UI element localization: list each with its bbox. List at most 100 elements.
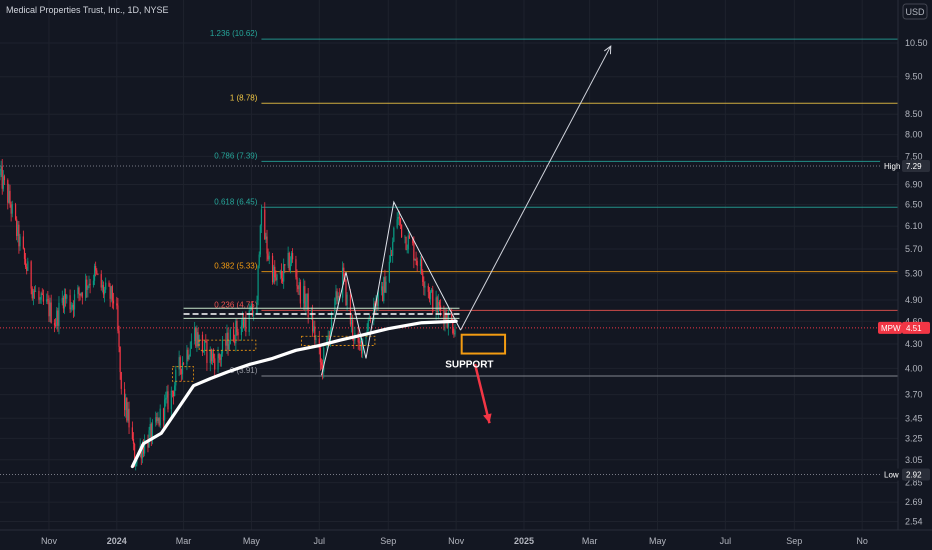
candle-body — [134, 443, 136, 467]
candle-body — [135, 463, 137, 467]
candle-body — [7, 180, 9, 203]
candle-body — [414, 259, 416, 261]
candle-body — [78, 287, 80, 294]
time-tick-label: Sep — [786, 536, 802, 546]
candle-body — [85, 279, 87, 298]
candle-body — [17, 224, 19, 236]
candle-body — [454, 330, 456, 335]
bearish-arrow-head — [483, 413, 492, 424]
candle-body — [388, 261, 390, 282]
candle-body — [131, 427, 133, 439]
candle-body — [0, 166, 2, 172]
candle-body — [92, 280, 95, 285]
candle-body — [46, 299, 48, 302]
candle-body — [205, 340, 207, 342]
candle-body — [155, 417, 157, 423]
candle-body — [438, 302, 441, 306]
high-tag-bg — [880, 159, 902, 172]
grid — [0, 0, 898, 530]
candle-body — [305, 301, 307, 308]
candle-body — [451, 312, 453, 320]
candle-body — [101, 285, 103, 288]
candle-body — [346, 294, 348, 306]
candle-body — [303, 286, 305, 304]
candle-body — [287, 252, 289, 266]
candle-body — [267, 253, 269, 260]
candle-body — [298, 282, 300, 290]
time-tick-label: 2025 — [514, 536, 534, 546]
fib-levels: 1.236 (10.62) 1 (8.78) 0.786 (7.39) 0.618 (… — [0, 29, 898, 475]
candle-body — [389, 254, 392, 262]
candle-body — [96, 270, 98, 274]
price-tick-label: 7.50 — [905, 151, 923, 161]
candle-body — [359, 340, 362, 344]
bullish-arrow — [460, 45, 612, 331]
candle-body — [369, 320, 372, 321]
candle-body — [437, 302, 439, 313]
candle-body — [436, 297, 438, 313]
candle-body — [158, 417, 160, 426]
candle-body — [14, 204, 17, 220]
candle-body — [280, 270, 283, 279]
candle-body — [186, 349, 188, 365]
price-tick-label: 2.54 — [905, 517, 923, 527]
candle-body — [42, 294, 44, 302]
support-label: SUPPORT — [445, 360, 493, 371]
candle-body — [229, 329, 231, 344]
candle-body — [150, 424, 152, 441]
candle-body — [314, 326, 316, 340]
price-tick-label: 3.05 — [905, 455, 923, 465]
candle-body — [79, 293, 81, 296]
candle-body — [383, 277, 385, 302]
candle-body — [445, 311, 447, 321]
candle-body — [201, 334, 204, 353]
candle-body — [118, 330, 120, 347]
time-tick-label: No — [856, 536, 868, 546]
candle-body — [273, 266, 275, 283]
candle-body — [34, 290, 37, 292]
candle-body — [175, 369, 177, 386]
candle-body — [419, 259, 422, 266]
candle-body — [61, 297, 63, 303]
candle-body — [377, 290, 379, 306]
candle-body — [164, 399, 166, 421]
candle-body — [279, 270, 281, 275]
currency-badge[interactable] — [902, 3, 928, 20]
candle-body — [251, 304, 254, 316]
candle-body — [245, 319, 247, 332]
price-tick-label: 6.90 — [905, 180, 923, 190]
candle-body — [144, 439, 146, 454]
candle-body — [49, 302, 51, 317]
candle-body — [70, 307, 72, 310]
candle-body — [260, 209, 263, 226]
candle-body — [189, 348, 191, 357]
candle-body — [385, 281, 387, 293]
low-price-bg — [902, 468, 930, 481]
candle-body — [290, 253, 293, 264]
candle-body — [337, 295, 339, 301]
last-price-bg — [902, 321, 930, 334]
candle-body — [349, 294, 352, 325]
candle-body — [443, 310, 445, 324]
candle-body — [18, 224, 20, 247]
candle-body — [404, 236, 406, 238]
price-tick-label: 9.50 — [905, 72, 923, 82]
price-tick-label: 4.30 — [905, 339, 923, 349]
time-axis[interactable]: Nov 2024 Mar May Jul Sep Nov 2025 Mar May Jul Sep No — [41, 536, 868, 546]
candle-body — [140, 445, 142, 459]
price-axis[interactable]: 10.50 9.50 8.50 8.00 7.50 6.90 6.50 6.10 5.70 5.3… — [878, 38, 930, 527]
candle-body — [156, 417, 158, 421]
candle-body — [237, 332, 239, 336]
candle-body — [123, 388, 126, 411]
candle-body — [179, 357, 181, 369]
support-curve — [130, 319, 458, 469]
candle-body — [427, 285, 429, 292]
time-tick-label: Sep — [380, 536, 396, 546]
candle-body — [165, 397, 167, 400]
pattern-zigzag — [321, 200, 462, 376]
candle-body — [306, 293, 308, 302]
candle-body — [22, 236, 24, 249]
candle-body — [111, 286, 113, 301]
candle-body — [248, 310, 250, 332]
